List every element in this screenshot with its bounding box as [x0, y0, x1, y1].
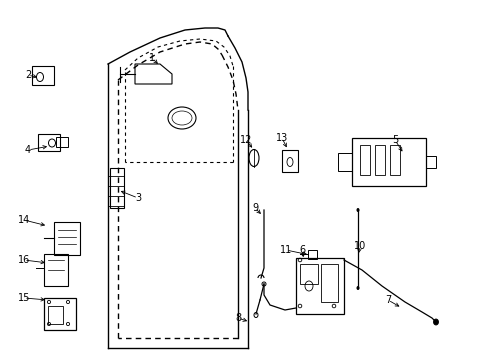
Bar	[299, 264, 317, 284]
Bar	[351, 138, 425, 186]
Text: 3: 3	[135, 193, 141, 203]
Text: 2: 2	[25, 70, 31, 80]
Bar	[425, 156, 435, 168]
Bar	[320, 264, 337, 302]
Bar	[54, 222, 80, 255]
Text: 16: 16	[18, 255, 30, 265]
Bar	[48, 306, 63, 324]
Ellipse shape	[433, 319, 438, 325]
Text: 8: 8	[234, 313, 241, 323]
Text: 12: 12	[239, 135, 252, 145]
Bar	[110, 168, 124, 208]
Text: 4: 4	[25, 145, 31, 155]
Ellipse shape	[356, 286, 359, 290]
Text: 13: 13	[275, 133, 287, 143]
Bar	[32, 66, 54, 85]
Bar	[307, 250, 316, 259]
Text: 1: 1	[149, 53, 155, 63]
Bar	[44, 254, 68, 286]
Bar	[374, 145, 384, 175]
Bar	[282, 150, 297, 172]
Text: 10: 10	[353, 241, 366, 251]
Bar	[389, 145, 399, 175]
Text: 11: 11	[279, 245, 291, 255]
Text: 14: 14	[18, 215, 30, 225]
Text: 5: 5	[391, 135, 397, 145]
Text: 9: 9	[251, 203, 258, 213]
Bar	[337, 153, 351, 171]
Bar	[56, 137, 68, 147]
Bar	[44, 298, 76, 330]
Ellipse shape	[356, 208, 359, 212]
Bar	[359, 145, 369, 175]
Bar	[38, 134, 60, 151]
Text: 6: 6	[298, 245, 305, 255]
Text: 15: 15	[18, 293, 30, 303]
Bar	[295, 258, 343, 314]
Text: 7: 7	[384, 295, 390, 305]
